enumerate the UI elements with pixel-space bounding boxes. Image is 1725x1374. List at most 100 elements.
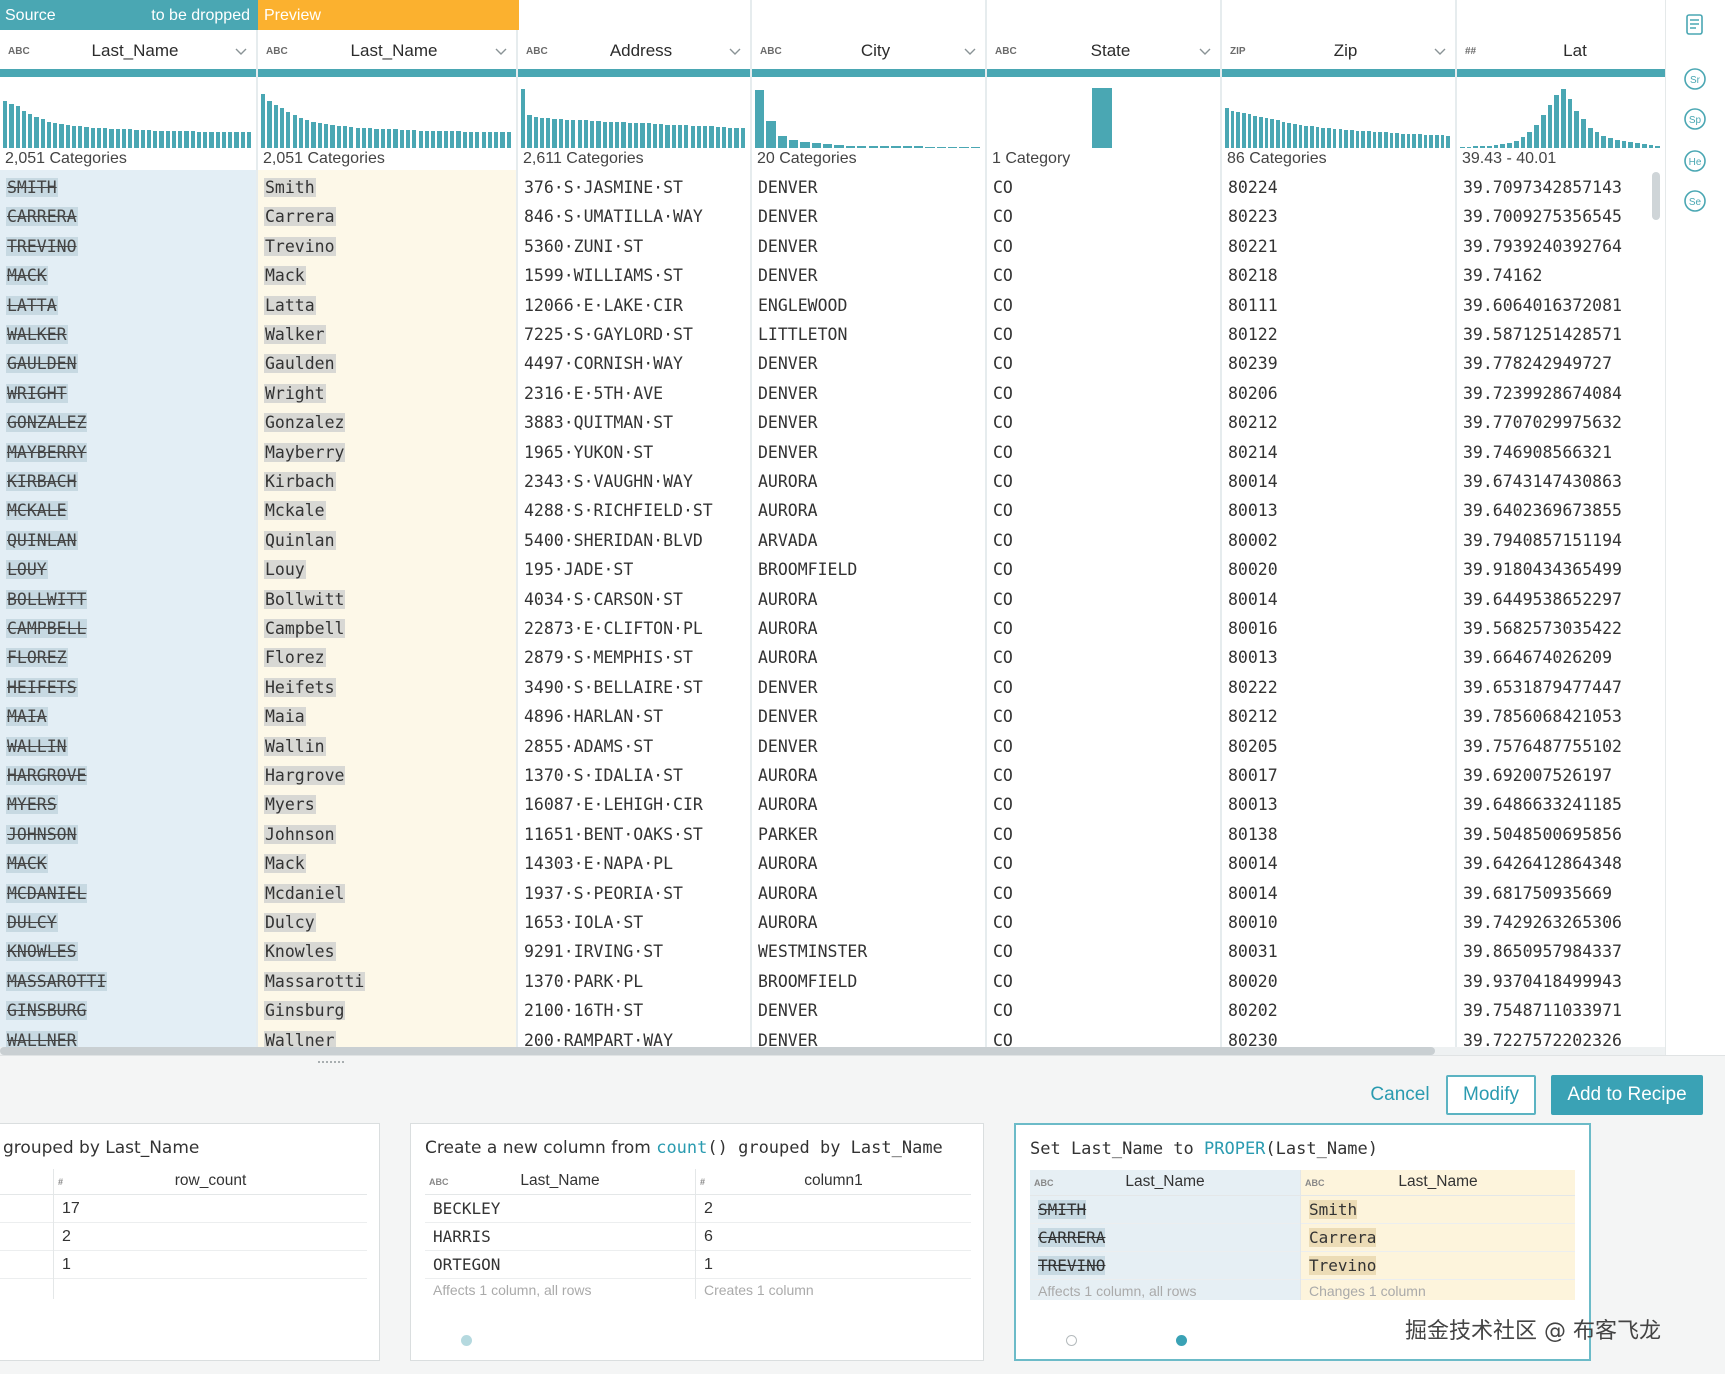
histogram-bar[interactable]: [1372, 131, 1377, 148]
table-cell[interactable]: GINSBURG: [6, 999, 88, 1023]
histogram-bar[interactable]: [1338, 129, 1343, 148]
table-cell[interactable]: 11651·BENT·OAKS·ST: [524, 824, 703, 844]
histogram-bar[interactable]: [184, 131, 189, 148]
histogram-bar[interactable]: [1434, 135, 1439, 148]
histogram-bar[interactable]: [777, 136, 788, 148]
table-cell[interactable]: 80014: [1228, 854, 1278, 874]
table-cell[interactable]: Heifets: [264, 676, 336, 700]
table-cell[interactable]: 80205: [1228, 736, 1278, 756]
sp-icon[interactable]: Sp: [1682, 106, 1708, 132]
table-cell[interactable]: GONZALEZ: [6, 411, 88, 435]
table-cell[interactable]: 1599·WILLIAMS·ST: [524, 266, 683, 286]
table-cell[interactable]: 7225·S·GAYLORD·ST: [524, 325, 693, 344]
add-to-recipe-button[interactable]: Add to Recipe: [1551, 1075, 1703, 1115]
suggestion-card-count-grouped[interactable]: c() grouped by Last_Name ne #row_count 1…: [0, 1123, 380, 1361]
table-cell[interactable]: QUINLAN: [6, 529, 78, 553]
table-cell[interactable]: 39.7227572202326: [1463, 1030, 1622, 1050]
table-cell[interactable]: DENVER: [758, 1001, 818, 1021]
histogram-bar[interactable]: [1230, 110, 1235, 148]
histogram-bar[interactable]: [1225, 108, 1229, 148]
table-cell[interactable]: CO: [993, 942, 1013, 962]
histogram-bar[interactable]: [709, 126, 714, 148]
table-cell[interactable]: Smith: [264, 176, 316, 200]
histogram-bar[interactable]: [615, 122, 620, 148]
histogram-bar[interactable]: [690, 125, 695, 148]
histogram-bar[interactable]: [1092, 88, 1113, 148]
table-cell[interactable]: 39.74162: [1463, 266, 1543, 286]
table-cell[interactable]: Mayberry: [264, 441, 346, 465]
histogram-bar[interactable]: [273, 104, 278, 148]
histogram-bar[interactable]: [1440, 135, 1445, 148]
histogram-bar[interactable]: [228, 132, 233, 148]
histogram-bar[interactable]: [1460, 146, 1465, 148]
table-cell[interactable]: Latta: [264, 294, 316, 318]
table-cell[interactable]: 39.5871251428571: [1463, 325, 1622, 344]
histogram-bar[interactable]: [1473, 146, 1479, 148]
table-cell[interactable]: 3490·S·BELLAIRE·ST: [524, 677, 703, 697]
histogram-bar[interactable]: [418, 130, 423, 148]
table-cell[interactable]: CO: [993, 295, 1013, 315]
histogram-bar[interactable]: [1628, 142, 1634, 148]
histogram-bar[interactable]: [190, 131, 195, 148]
table-cell[interactable]: SMITH: [6, 176, 58, 200]
histogram-bar[interactable]: [1293, 124, 1297, 148]
histogram-bar[interactable]: [317, 122, 322, 148]
suggestion-card-new-column[interactable]: Create a new column from count() grouped…: [410, 1123, 984, 1361]
histogram-bar[interactable]: [279, 108, 285, 148]
table-cell[interactable]: FLOREZ: [6, 646, 68, 670]
modify-button[interactable]: Modify: [1446, 1075, 1536, 1115]
histogram-bar[interactable]: [583, 120, 589, 148]
histogram-bar[interactable]: [109, 128, 114, 148]
histogram-bar[interactable]: [1315, 127, 1320, 148]
histogram-bar[interactable]: [1389, 133, 1394, 148]
histogram-bar[interactable]: [1378, 132, 1382, 148]
chevron-down-icon[interactable]: [494, 44, 508, 58]
histogram-bar[interactable]: [1344, 130, 1348, 148]
histogram-bar[interactable]: [1270, 119, 1275, 148]
histogram-bar[interactable]: [539, 118, 545, 148]
histogram-bar[interactable]: [1594, 132, 1600, 148]
table-cell[interactable]: CO: [993, 383, 1013, 403]
table-cell[interactable]: 4896·HARLAN·ST: [524, 707, 664, 727]
histogram-bar[interactable]: [646, 123, 651, 148]
table-cell[interactable]: MACK: [6, 852, 48, 876]
table-cell[interactable]: CO: [993, 971, 1013, 991]
histogram-bar[interactable]: [1417, 134, 1422, 148]
table-cell[interactable]: 80020: [1228, 971, 1278, 991]
table-cell[interactable]: AURORA: [758, 619, 818, 638]
histogram-bar[interactable]: [1264, 118, 1269, 148]
table-cell[interactable]: 16087·E·LEHIGH·CIR: [524, 795, 703, 815]
table-cell[interactable]: DENVER: [758, 707, 818, 727]
table-cell[interactable]: 1937·S·PEORIA·ST: [524, 883, 683, 903]
column-histogram[interactable]: [261, 80, 513, 148]
histogram-bar[interactable]: [703, 126, 708, 148]
histogram-bar[interactable]: [412, 130, 417, 148]
table-cell[interactable]: 80214: [1228, 442, 1278, 462]
table-cell[interactable]: DENVER: [758, 413, 818, 433]
histogram-bar[interactable]: [65, 125, 70, 148]
table-cell[interactable]: 39.681750935669: [1463, 883, 1613, 903]
table-cell[interactable]: CO: [993, 178, 1013, 197]
histogram-bar[interactable]: [393, 129, 398, 148]
table-cell[interactable]: CO: [993, 883, 1013, 903]
histogram-bar[interactable]: [1429, 134, 1433, 148]
histogram-bar[interactable]: [475, 131, 480, 148]
table-cell[interactable]: 4034·S·CARSON·ST: [524, 589, 683, 609]
histogram-bar[interactable]: [1259, 116, 1263, 148]
histogram-bar[interactable]: [1608, 138, 1613, 148]
histogram-bar[interactable]: [823, 144, 833, 148]
table-cell[interactable]: 80002: [1228, 530, 1278, 550]
table-cell[interactable]: Mack: [264, 264, 306, 288]
histogram-bar[interactable]: [342, 126, 348, 148]
table-cell[interactable]: 80138: [1228, 824, 1278, 844]
histogram-bar[interactable]: [627, 122, 632, 148]
table-cell[interactable]: CO: [993, 530, 1013, 550]
histogram-bar[interactable]: [481, 131, 486, 148]
histogram-bar[interactable]: [533, 116, 538, 148]
histogram-bar[interactable]: [1327, 128, 1331, 148]
column-header[interactable]: ## Lat: [1457, 30, 1665, 72]
column-histogram[interactable]: [990, 80, 1217, 148]
histogram-bar[interactable]: [1648, 145, 1654, 148]
histogram-bar[interactable]: [1366, 131, 1371, 148]
table-cell[interactable]: AURORA: [758, 589, 818, 609]
